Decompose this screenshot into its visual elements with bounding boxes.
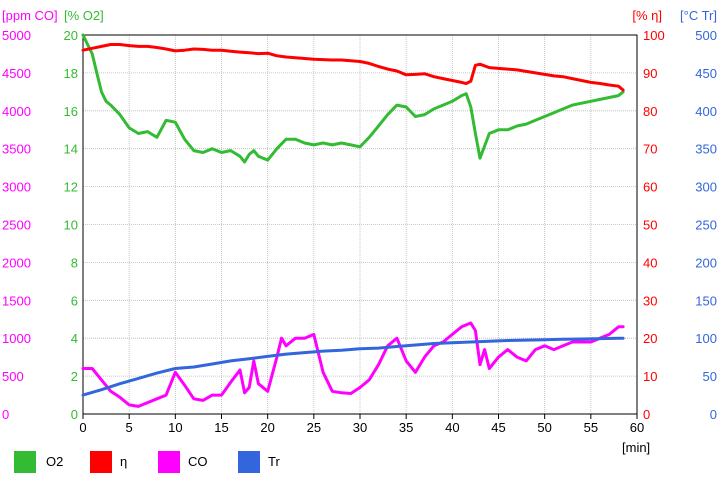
o2-axis-unit: [% O2] <box>64 8 104 23</box>
x-tick-label: 10 <box>168 420 182 435</box>
o2-tick-label: 14 <box>64 142 78 157</box>
x-tick-label: 35 <box>399 420 413 435</box>
series-line-eta <box>81 43 625 92</box>
series-lines <box>81 33 625 408</box>
eta-tick-label: 90 <box>643 66 657 81</box>
x-tick-label: 50 <box>537 420 551 435</box>
co-tick-label: 3000 <box>2 180 31 195</box>
legend-label-co: CO <box>188 454 208 469</box>
eta-tick-label: 0 <box>643 407 650 422</box>
tr-tick-label: 250 <box>695 218 717 233</box>
eta-tick-label: 20 <box>643 331 657 346</box>
x-tick-label: 0 <box>79 420 86 435</box>
tr-tick-label: 450 <box>695 66 717 81</box>
grid <box>83 35 637 414</box>
eta-tick-label: 60 <box>643 180 657 195</box>
legend-item-tr: Tr <box>238 451 280 473</box>
legend-swatch-tr <box>238 451 260 473</box>
o2-tick-label: 0 <box>71 407 78 422</box>
x-tick-label: 15 <box>214 420 228 435</box>
axis-units: [ppm CO] [% O2] [% η] [°C Tr] [min] <box>2 8 717 455</box>
x-tick-label: 60 <box>630 420 644 435</box>
legend-label-tr: Tr <box>268 454 280 469</box>
series-line-tr <box>81 336 625 397</box>
co-tick-label: 2500 <box>2 218 31 233</box>
tr-axis-unit: [°C Tr] <box>680 8 717 23</box>
legend-item-eta: η <box>90 451 127 473</box>
legend-item-co: CO <box>158 451 208 473</box>
x-tick-label: 45 <box>491 420 505 435</box>
tr-tick-label: 400 <box>695 104 717 119</box>
legend-item-o2: O2 <box>14 451 63 473</box>
legend-label-eta: η <box>120 454 127 469</box>
o2-tick-label: 10 <box>64 218 78 233</box>
o2-tick-label: 20 <box>64 28 78 43</box>
tr-tick-label: 0 <box>710 407 717 422</box>
eta-tick-label: 50 <box>643 218 657 233</box>
tr-tick-label: 150 <box>695 293 717 308</box>
eta-tick-label: 30 <box>643 293 657 308</box>
co-tick-label: 0 <box>2 407 9 422</box>
legend-swatch-eta <box>90 451 112 473</box>
o2-tick-label: 16 <box>64 104 78 119</box>
legend-swatch-co <box>158 451 180 473</box>
eta-axis-unit: [% η] <box>632 8 662 23</box>
tr-tick-label: 50 <box>703 369 717 384</box>
o2-tick-label: 18 <box>64 66 78 81</box>
x-tick-label: 30 <box>353 420 367 435</box>
legend-label-o2: O2 <box>46 454 63 469</box>
co-tick-label: 4000 <box>2 104 31 119</box>
o2-tick-label: 2 <box>71 369 78 384</box>
tr-tick-label: 100 <box>695 331 717 346</box>
o2-tick-label: 12 <box>64 180 78 195</box>
x-tick-label: 20 <box>260 420 274 435</box>
co-tick-label: 2000 <box>2 255 31 270</box>
co-tick-label: 1000 <box>2 331 31 346</box>
tr-tick-label: 500 <box>695 28 717 43</box>
tr-tick-label: 300 <box>695 180 717 195</box>
tr-tick-label: 200 <box>695 255 717 270</box>
co-axis-unit: [ppm CO] <box>2 8 58 23</box>
co-tick-label: 1500 <box>2 293 31 308</box>
series-line-o2 <box>81 33 625 164</box>
co-tick-label: 500 <box>2 369 24 384</box>
eta-tick-label: 40 <box>643 255 657 270</box>
eta-tick-label: 10 <box>643 369 657 384</box>
co-tick-label: 5000 <box>2 28 31 43</box>
o2-tick-label: 8 <box>71 255 78 270</box>
x-tick-label: 25 <box>307 420 321 435</box>
co-tick-label: 4500 <box>2 66 31 81</box>
tr-tick-label: 350 <box>695 142 717 157</box>
tick-labels: 0500100015002000250030003500400045005000… <box>2 28 717 435</box>
x-tick-label: 5 <box>126 420 133 435</box>
o2-tick-label: 6 <box>71 293 78 308</box>
co-tick-label: 3500 <box>2 142 31 157</box>
x-axis-unit: [min] <box>622 440 650 455</box>
x-tick-label: 40 <box>445 420 459 435</box>
eta-tick-label: 80 <box>643 104 657 119</box>
eta-tick-label: 70 <box>643 142 657 157</box>
plot-frame <box>82 34 638 419</box>
legend-swatch-o2 <box>14 451 36 473</box>
eta-tick-label: 100 <box>643 28 665 43</box>
series-line-co <box>81 321 625 408</box>
x-tick-label: 55 <box>584 420 598 435</box>
o2-tick-label: 4 <box>71 331 78 346</box>
legend: O2 η CO Tr <box>14 451 280 473</box>
